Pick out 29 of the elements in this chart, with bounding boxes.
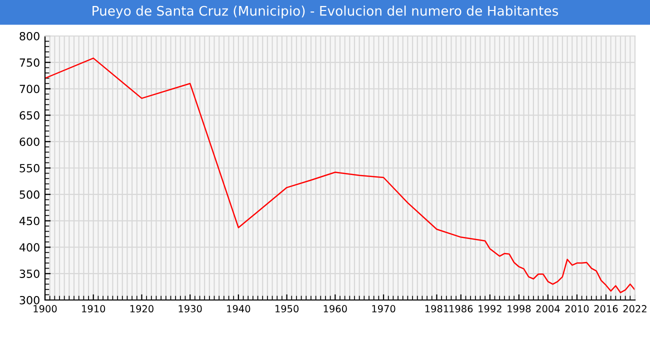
y-tick-label: 700 bbox=[20, 84, 40, 94]
y-tick-label: 600 bbox=[20, 138, 40, 146]
x-tick-label: 2004 bbox=[536, 305, 560, 312]
x-tick-label: 1910 bbox=[82, 305, 106, 312]
x-tick-label: 1970 bbox=[372, 305, 396, 312]
x-tick-label: 1992 bbox=[478, 305, 502, 312]
x-tick-label: 1986 bbox=[450, 305, 473, 312]
x-tick-label: 1900 bbox=[34, 305, 57, 312]
x-tick-label: 1930 bbox=[178, 305, 202, 312]
x-tick-label: 1960 bbox=[324, 305, 347, 312]
x-tick-label: 2010 bbox=[565, 305, 589, 312]
y-tick-label: 400 bbox=[19, 243, 40, 252]
chart-title: Pueyo de Santa Cruz (Municipio) - Evolucion del numero de Habitantes bbox=[92, 6, 558, 18]
x-tick-label: 1950 bbox=[276, 305, 299, 312]
x-tick-label: 2016 bbox=[594, 305, 618, 312]
y-tick-label: 650 bbox=[20, 111, 40, 120]
y-tick-label: 750 bbox=[20, 58, 40, 67]
x-tick-label: 1920 bbox=[130, 305, 154, 312]
y-tick-label: 300 bbox=[20, 296, 40, 304]
x-tick-label: 1981 bbox=[425, 305, 448, 312]
x-tick-label: 1998 bbox=[508, 305, 531, 312]
y-tick-label: 450 bbox=[19, 216, 40, 226]
y-tick-label: 550 bbox=[20, 164, 40, 172]
y-tick-label: 800 bbox=[20, 32, 40, 40]
y-tick-label: 350 bbox=[20, 270, 40, 278]
y-tick-label: 500 bbox=[20, 190, 40, 199]
x-tick-label: 1940 bbox=[227, 305, 250, 312]
line-series bbox=[45, 58, 635, 294]
x-tick-label: 2022 bbox=[623, 305, 646, 312]
